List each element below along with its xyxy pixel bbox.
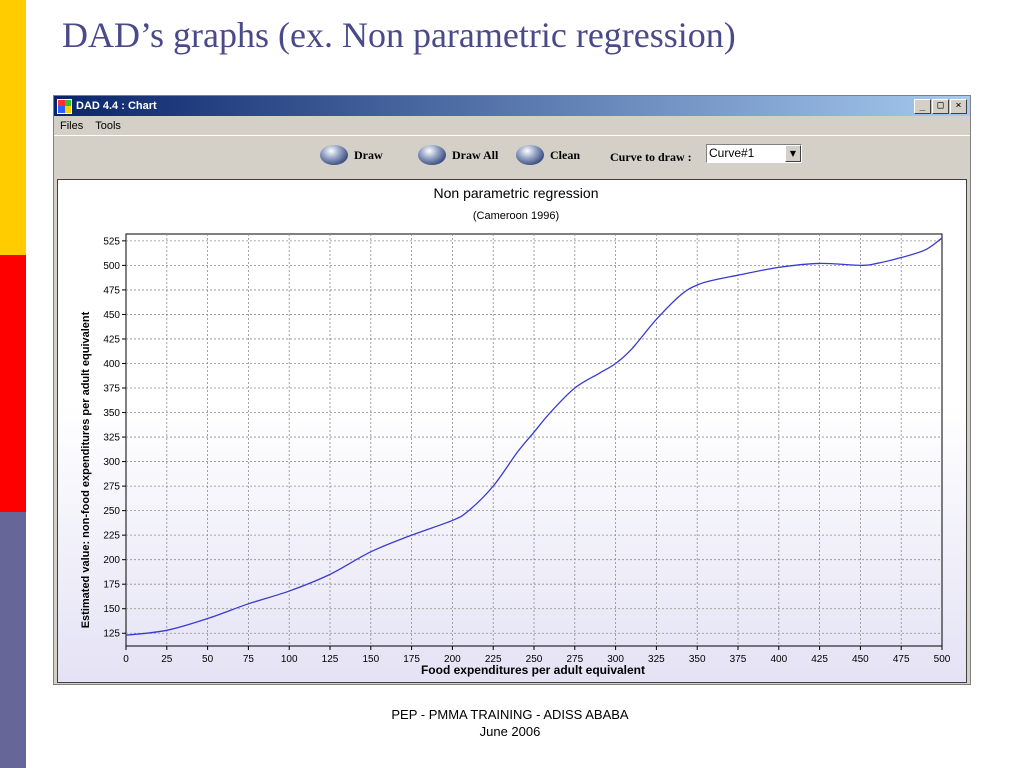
y-tick-label: 175 bbox=[103, 580, 120, 591]
draw-all-button-label: Draw All bbox=[452, 147, 499, 162]
x-tick-label: 75 bbox=[243, 654, 255, 665]
window-titlebar[interactable]: DAD 4.4 : Chart _ □ × bbox=[54, 96, 970, 116]
draw-all-button[interactable]: Draw All bbox=[418, 145, 498, 165]
x-tick-label: 225 bbox=[485, 654, 502, 665]
y-axis-label: Estimated value: non-food expenditures p… bbox=[80, 311, 92, 628]
x-tick-label: 500 bbox=[934, 654, 951, 665]
y-tick-label: 525 bbox=[103, 236, 120, 247]
y-tick-label: 150 bbox=[103, 604, 120, 615]
x-tick-label: 150 bbox=[362, 654, 379, 665]
x-tick-label: 450 bbox=[852, 654, 869, 665]
chevron-down-icon[interactable]: ▼ bbox=[785, 145, 801, 162]
draw-button[interactable]: Draw bbox=[320, 145, 383, 165]
orb-icon bbox=[320, 145, 348, 165]
x-tick-label: 325 bbox=[648, 654, 665, 665]
window-title: DAD 4.4 : Chart bbox=[76, 100, 157, 112]
x-tick-label: 300 bbox=[607, 654, 624, 665]
curve-to-draw-label: Curve to draw : bbox=[610, 150, 692, 164]
maximize-button[interactable]: □ bbox=[932, 98, 949, 114]
x-axis-label: Food expenditures per adult equivalent bbox=[421, 663, 645, 677]
y-tick-label: 325 bbox=[103, 433, 120, 444]
regression-curve bbox=[125, 237, 943, 636]
y-tick-label: 275 bbox=[103, 482, 120, 493]
toolbar: Draw Draw All Clean Curve to draw : Curv… bbox=[54, 135, 970, 177]
x-tick-label: 100 bbox=[281, 654, 298, 665]
slide-title: DAD’s graphs (ex. Non parametric regress… bbox=[62, 15, 736, 55]
y-tick-label: 450 bbox=[103, 310, 120, 321]
accent-bar-red bbox=[0, 255, 26, 512]
x-tick-label: 50 bbox=[202, 654, 214, 665]
clean-button[interactable]: Clean bbox=[516, 145, 580, 165]
x-tick-label: 250 bbox=[526, 654, 543, 665]
x-tick-label: 400 bbox=[770, 654, 787, 665]
chart-area: Non parametric regression (Cameroon 1996… bbox=[57, 179, 967, 683]
y-tick-label: 375 bbox=[103, 384, 120, 395]
dad-chart-window: DAD 4.4 : Chart _ □ × Files Tools Draw D… bbox=[53, 95, 971, 685]
menubar: Files Tools bbox=[54, 116, 970, 135]
curve-select[interactable]: Curve#1 ▼ bbox=[706, 144, 802, 163]
x-tick-label: 200 bbox=[444, 654, 461, 665]
menu-files[interactable]: Files bbox=[60, 119, 84, 132]
x-tick-label: 425 bbox=[811, 654, 828, 665]
y-tick-label: 300 bbox=[103, 457, 120, 468]
y-tick-label: 400 bbox=[103, 359, 120, 370]
close-button[interactable]: × bbox=[950, 98, 967, 114]
x-tick-label: 25 bbox=[161, 654, 173, 665]
y-tick-label: 225 bbox=[103, 531, 120, 542]
x-tick-label: 0 bbox=[123, 654, 129, 665]
chart-subtitle: (Cameroon 1996) bbox=[473, 210, 559, 222]
y-tick-label: 125 bbox=[103, 629, 120, 640]
accent-bar-blue bbox=[0, 512, 26, 768]
footer-line-2: June 2006 bbox=[479, 724, 541, 739]
y-tick-label: 475 bbox=[103, 285, 120, 296]
orb-icon bbox=[516, 145, 544, 165]
x-tick-label: 175 bbox=[403, 654, 420, 665]
slide-footer: PEP - PMMA TRAINING - ADISS ABABA June 2… bbox=[360, 706, 660, 740]
minimize-button[interactable]: _ bbox=[914, 98, 931, 114]
chart-svg: Non parametric regression (Cameroon 1996… bbox=[80, 185, 951, 677]
x-tick-label: 275 bbox=[566, 654, 583, 665]
menu-tools[interactable]: Tools bbox=[95, 119, 121, 132]
curve-select-value: Curve#1 bbox=[709, 146, 755, 160]
y-tick-label: 350 bbox=[103, 408, 120, 419]
clean-button-label: Clean bbox=[550, 147, 580, 162]
chart-title: Non parametric regression bbox=[434, 185, 599, 201]
x-tick-label: 125 bbox=[322, 654, 339, 665]
footer-line-1: PEP - PMMA TRAINING - ADISS ABABA bbox=[391, 707, 629, 722]
app-icon bbox=[57, 98, 72, 114]
orb-icon bbox=[418, 145, 446, 165]
accent-bar-yellow bbox=[0, 0, 26, 255]
x-tick-label: 475 bbox=[893, 654, 910, 665]
draw-button-label: Draw bbox=[354, 147, 383, 162]
y-tick-label: 425 bbox=[103, 334, 120, 345]
x-tick-label: 350 bbox=[689, 654, 706, 665]
x-tick-label: 375 bbox=[730, 654, 747, 665]
y-tick-label: 250 bbox=[103, 506, 120, 517]
y-tick-label: 500 bbox=[103, 261, 120, 272]
y-tick-label: 200 bbox=[103, 555, 120, 566]
